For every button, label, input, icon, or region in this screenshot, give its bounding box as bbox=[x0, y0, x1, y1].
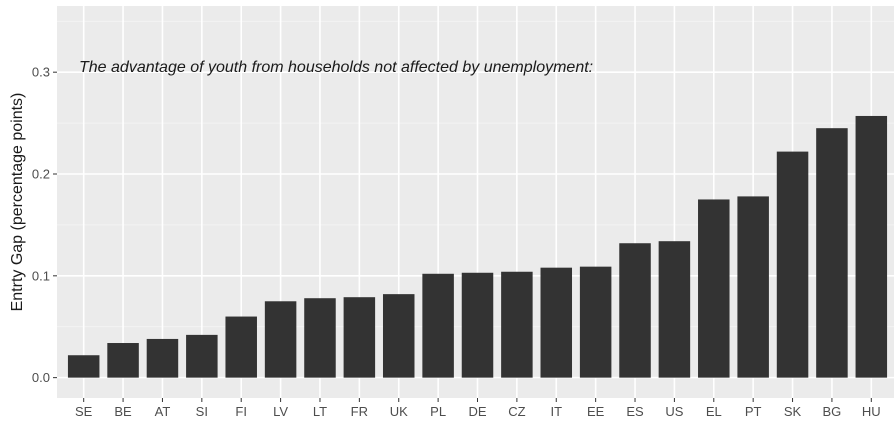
x-tick-label-bg: BG bbox=[823, 404, 842, 419]
bar-bg bbox=[816, 128, 848, 378]
y-tick-label: 0.2 bbox=[32, 167, 50, 182]
bar-it bbox=[540, 267, 573, 378]
bar-fr bbox=[343, 297, 376, 378]
bar-si bbox=[186, 334, 218, 378]
x-tick-label-si: SI bbox=[196, 404, 208, 419]
x-tick-label-uk: UK bbox=[390, 404, 408, 419]
x-tick-label-us: US bbox=[665, 404, 683, 419]
bar-ee bbox=[579, 266, 612, 378]
x-tick-label-lt: LT bbox=[313, 404, 327, 419]
x-tick-label-sk: SK bbox=[784, 404, 802, 419]
y-axis-ticks: 0.0 0.1 0.2 0.3 bbox=[32, 65, 57, 385]
x-tick-label-pt: PT bbox=[745, 404, 762, 419]
x-axis-ticks: SE BE AT SI FI LV LT FR UK PL DE CZ IT EE ES US EL PT SK BG… bbox=[75, 398, 881, 419]
x-tick-label-hu: HU bbox=[862, 404, 881, 419]
bar-pt bbox=[737, 196, 769, 378]
x-tick-label-se: SE bbox=[75, 404, 93, 419]
bar-cz bbox=[501, 271, 533, 378]
x-tick-label-cz: CZ bbox=[508, 404, 525, 419]
x-tick-label-pl: PL bbox=[430, 404, 446, 419]
bar-be bbox=[107, 343, 139, 378]
bar-uk bbox=[382, 294, 415, 378]
bar-el bbox=[698, 199, 730, 378]
bar-lv bbox=[264, 301, 297, 378]
x-tick-label-el: EL bbox=[706, 404, 722, 419]
bar-us bbox=[658, 241, 691, 378]
bars bbox=[67, 115, 888, 378]
y-tick-label: 0.3 bbox=[32, 65, 50, 80]
bar-hu bbox=[855, 115, 888, 378]
x-tick-label-lv: LV bbox=[273, 404, 288, 419]
x-tick-label-fi: FI bbox=[235, 404, 247, 419]
bar-de bbox=[461, 272, 494, 378]
x-tick-label-de: DE bbox=[468, 404, 486, 419]
bar-pl bbox=[422, 273, 454, 378]
bar-at bbox=[146, 338, 179, 378]
x-tick-label-ee: EE bbox=[587, 404, 605, 419]
chart-annotation: The advantage of youth from households n… bbox=[79, 59, 593, 76]
bar-sk bbox=[776, 151, 809, 378]
bar-lt bbox=[304, 298, 336, 378]
x-tick-label-fr: FR bbox=[351, 404, 368, 419]
x-tick-label-at: AT bbox=[155, 404, 171, 419]
x-tick-label-it: IT bbox=[550, 404, 562, 419]
y-axis-title: Entrty Gap (percentage points) bbox=[9, 93, 26, 312]
bar-es bbox=[619, 243, 651, 378]
x-tick-label-es: ES bbox=[626, 404, 644, 419]
y-tick-label: 0.1 bbox=[32, 268, 50, 283]
bar-fi bbox=[225, 316, 257, 378]
bar-se bbox=[67, 355, 100, 378]
y-tick-label: 0.0 bbox=[32, 370, 50, 385]
x-tick-label-be: BE bbox=[114, 404, 132, 419]
